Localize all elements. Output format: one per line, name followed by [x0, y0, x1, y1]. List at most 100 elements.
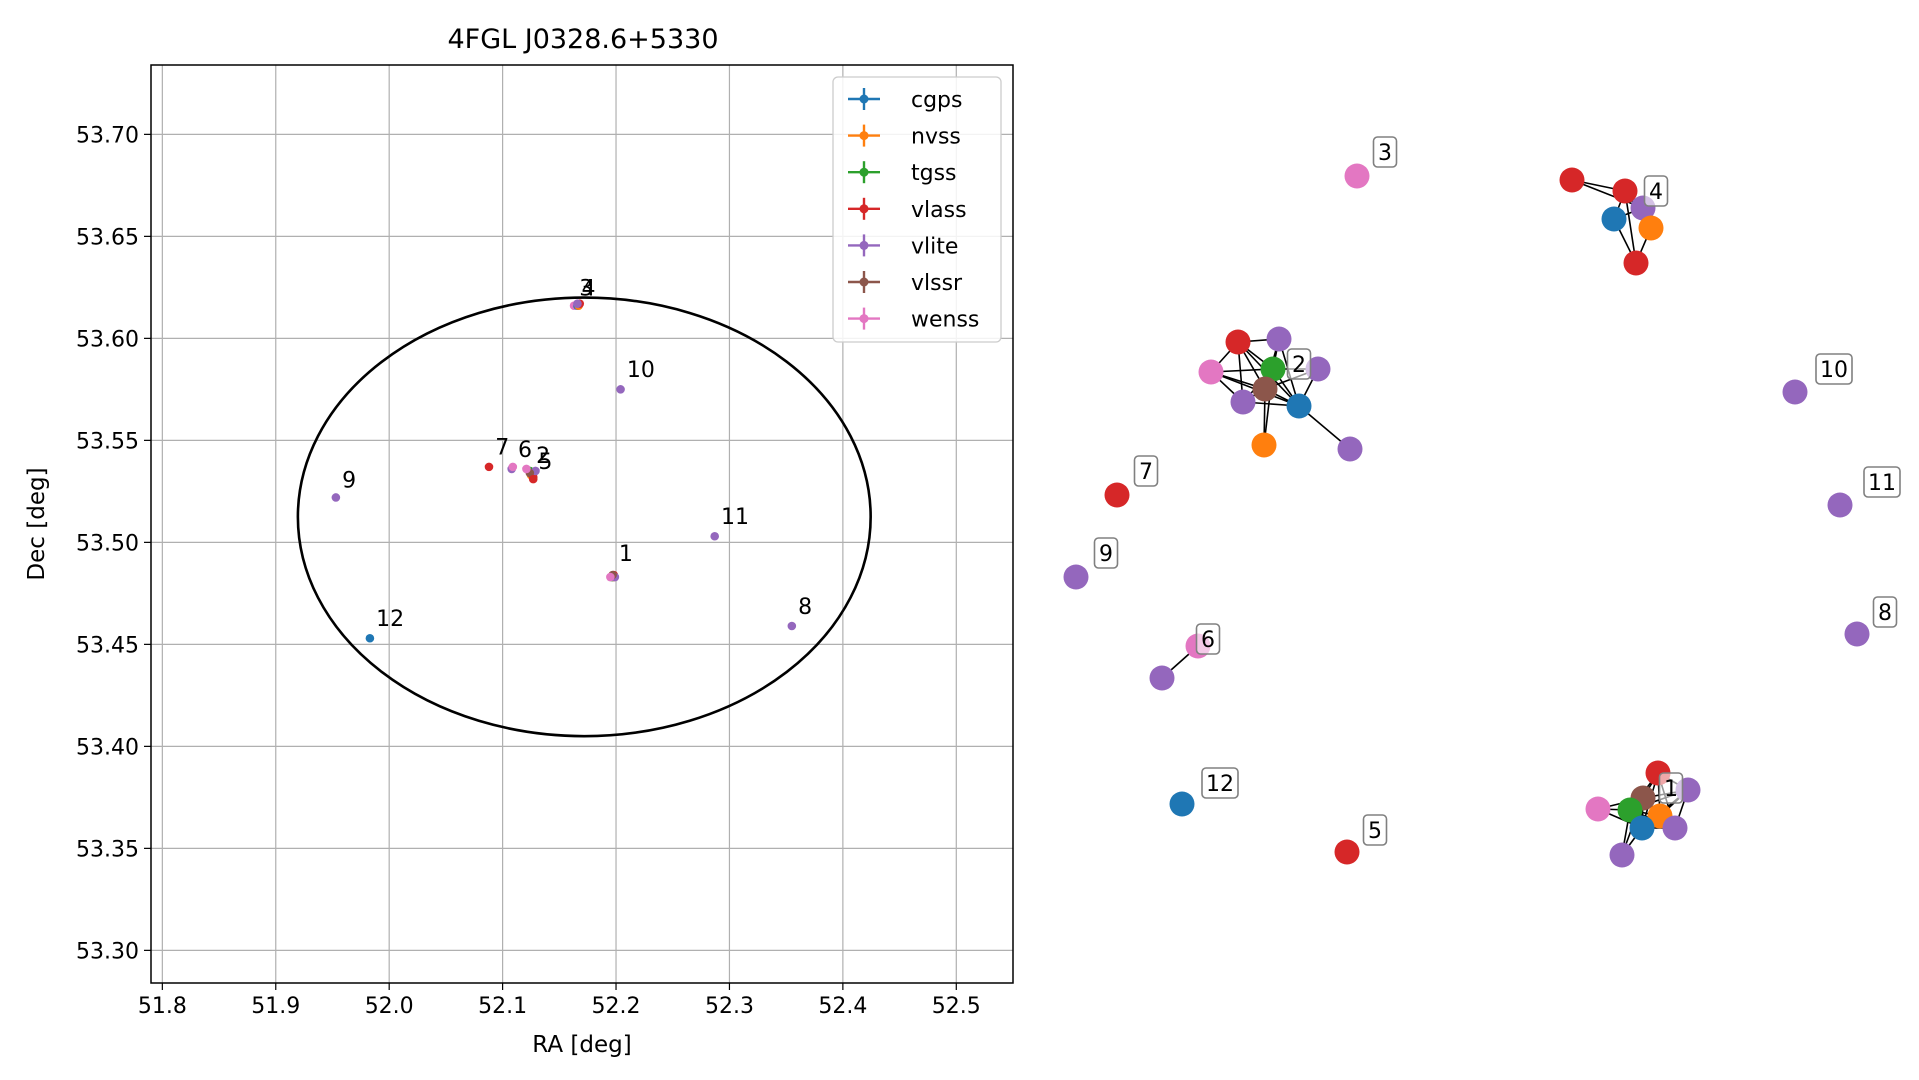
node-label-text: 4	[1649, 180, 1663, 205]
graph-node-wenss	[1344, 163, 1370, 189]
graph-node-vlass	[1225, 329, 1251, 355]
x-tick-label: 52.0	[365, 994, 414, 1019]
legend-label: cgps	[911, 88, 963, 113]
node-label: 10	[1815, 353, 1853, 385]
data-point-vlite	[573, 299, 582, 308]
graph-node-vlssr	[1252, 376, 1278, 402]
legend-label: nvss	[911, 125, 961, 150]
node-label: 9	[1093, 537, 1119, 569]
point-label: 9	[342, 468, 356, 493]
point-label: 3	[579, 277, 593, 302]
node-label-box	[1195, 623, 1221, 655]
point-label: 2	[536, 444, 550, 469]
x-tick-label: 52.1	[478, 994, 527, 1019]
node-label: 2	[1286, 348, 1312, 380]
graph-node-vlass	[1612, 178, 1638, 204]
y-tick-label: 53.35	[76, 837, 139, 862]
legend-label: vlssr	[911, 271, 963, 296]
node-label-text: 1	[1664, 777, 1678, 802]
data-point-vlass	[528, 474, 538, 484]
data-point-vlite	[331, 493, 341, 502]
y-tick-label: 53.50	[76, 531, 139, 556]
x-tick-label: 52.4	[818, 994, 867, 1019]
node-label-box	[1863, 466, 1901, 498]
graph-node-tgss	[1260, 356, 1286, 382]
legend-marker-dot	[859, 240, 869, 250]
y-tick-label: 53.70	[76, 123, 139, 148]
data-point-cgps	[365, 633, 375, 643]
legend-item-nvss: nvss	[848, 124, 961, 150]
x-tick-label: 52.5	[932, 994, 981, 1019]
data-point-wenss	[522, 464, 531, 474]
legend-box	[832, 76, 1002, 343]
data-point-wenss	[508, 462, 518, 472]
graph-node-vlite	[1782, 379, 1808, 405]
graph-node-tgss	[1617, 797, 1643, 823]
point-label: 11	[721, 505, 749, 530]
data-point-vlite	[787, 621, 797, 631]
legend-marker-dot	[859, 204, 869, 214]
legend-item-vlite: vlite	[848, 234, 958, 259]
legend-marker-dot	[859, 94, 869, 104]
graph-node-vlite	[1662, 815, 1688, 841]
legend-marker-dot	[859, 314, 869, 324]
graph-node-cgps	[1629, 815, 1655, 841]
node-label-box	[1201, 767, 1239, 799]
graph-edge	[1571, 179, 1644, 209]
legend-marker-dot	[859, 277, 869, 287]
legend: cgps nvss tgss vlass vlite vlssr wenss	[832, 76, 1002, 343]
node-label-box	[1362, 814, 1388, 846]
y-tick-label: 53.65	[76, 225, 139, 250]
y-tick-label: 53.60	[76, 327, 139, 352]
node-label-text: 9	[1099, 542, 1113, 567]
node-label-text: 6	[1201, 628, 1215, 653]
graph-node-wenss	[1585, 796, 1611, 822]
point-label: 7	[495, 436, 509, 461]
y-tick-label: 53.45	[76, 633, 139, 658]
node-label-box	[1093, 537, 1119, 569]
point-label: 12	[376, 607, 404, 632]
x-tick-label: 52.3	[705, 994, 754, 1019]
data-point-vlite	[616, 385, 625, 394]
points-layer	[331, 299, 797, 643]
node-label-text: 11	[1868, 471, 1896, 496]
x-axis: 51.8 51.9 52.0 52.1 52.2 52.3 52.4 52.5	[138, 983, 981, 1019]
point-label: 6	[518, 438, 532, 463]
graph-node-vlite	[1149, 665, 1175, 691]
x-tick-label: 52.2	[592, 994, 641, 1019]
legend-marker-dot	[859, 167, 869, 177]
graph-node-vlite	[1266, 326, 1292, 352]
node-label-box	[1815, 353, 1853, 385]
x-tick-label: 51.8	[138, 994, 187, 1019]
y-axis-label: Dec [deg]	[24, 467, 50, 580]
legend-label: vlass	[911, 198, 967, 223]
node-label: 3	[1372, 136, 1398, 168]
error-ellipse-layer	[296, 296, 872, 738]
y-tick-label: 53.55	[76, 429, 139, 454]
node-label: 6	[1195, 623, 1221, 655]
node-label: 1	[1658, 772, 1684, 804]
node-label-text: 2	[1292, 353, 1306, 378]
y-tick-label: 53.30	[76, 939, 139, 964]
graph-node-vlite	[1827, 492, 1853, 518]
edges-layer	[1161, 179, 1689, 856]
node-label-text: 7	[1139, 460, 1153, 485]
graph-node-vlass	[1104, 482, 1130, 508]
nodes-layer	[1063, 163, 1870, 868]
data-point-vlite	[710, 531, 720, 541]
x-tick-label: 51.9	[251, 994, 300, 1019]
data-point-wenss	[606, 572, 615, 582]
plot-frame	[150, 64, 1014, 984]
graph-node-cgps	[1601, 206, 1627, 232]
error-ellipse	[296, 296, 872, 738]
legend-item-wenss: wenss	[848, 307, 979, 333]
legend-item-vlass: vlass	[848, 197, 967, 223]
graph-node-vlass	[1623, 250, 1649, 276]
node-label-box	[1872, 596, 1898, 628]
graph-node-vlite	[1230, 389, 1256, 415]
legend-item-vlssr: vlssr	[848, 271, 963, 296]
